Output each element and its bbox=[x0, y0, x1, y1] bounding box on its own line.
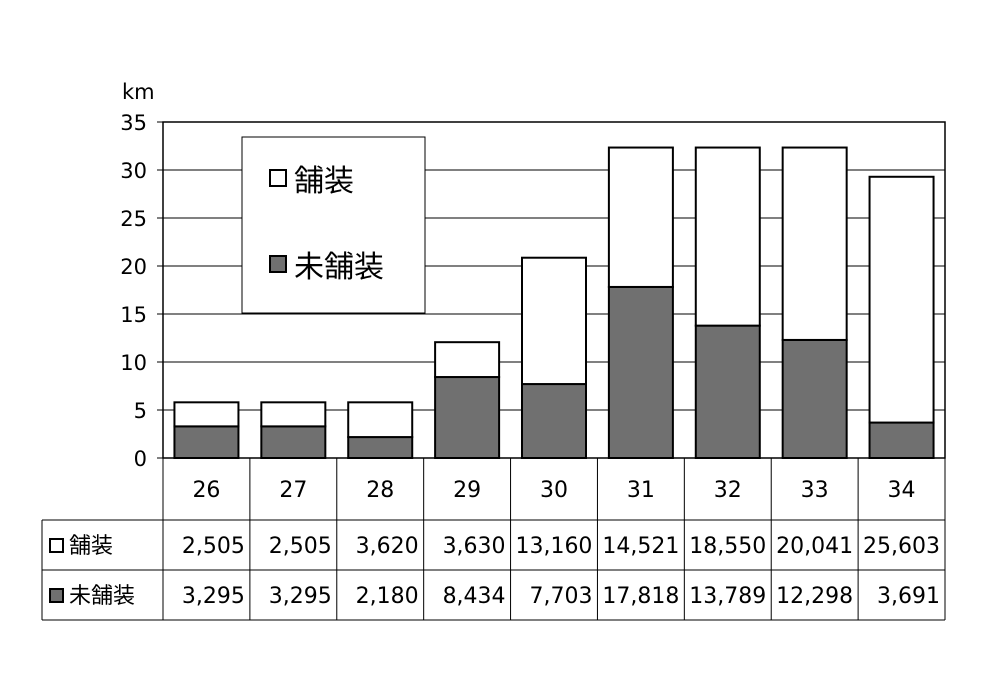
bar-unpaved-34 bbox=[868, 421, 935, 460]
y-tick-label: 20 bbox=[120, 255, 147, 279]
table-cell: 2,180 bbox=[356, 584, 419, 609]
category-label: 27 bbox=[279, 478, 307, 503]
paved-marker-icon bbox=[49, 538, 64, 553]
table-cell: 3,295 bbox=[269, 584, 332, 609]
y-tick-label: 0 bbox=[134, 447, 147, 471]
table-cell: 3,691 bbox=[877, 584, 940, 609]
table-cell: 17,818 bbox=[602, 584, 679, 609]
category-label: 32 bbox=[714, 478, 742, 503]
category-label: 29 bbox=[453, 478, 481, 503]
table-cell: 2,505 bbox=[182, 534, 245, 559]
bar-unpaved-31 bbox=[607, 285, 674, 459]
legend-label: 未舗装 bbox=[294, 250, 384, 285]
bar-unpaved-33 bbox=[781, 338, 848, 460]
bar-paved-30 bbox=[521, 256, 587, 386]
bar-unpaved-26 bbox=[173, 425, 240, 460]
table-cell: 3,620 bbox=[356, 534, 419, 559]
bar-unpaved-27 bbox=[260, 425, 327, 460]
table-cell: 3,630 bbox=[443, 534, 506, 559]
bar-paved-28 bbox=[347, 401, 414, 439]
table-cell: 3,295 bbox=[182, 584, 245, 609]
legend-box bbox=[241, 136, 426, 314]
bar-paved-32 bbox=[694, 146, 761, 327]
legend-label: 舗装 bbox=[294, 164, 354, 199]
y-tick-label: 25 bbox=[120, 207, 147, 231]
y-tick-label: 30 bbox=[120, 159, 147, 183]
category-label: 28 bbox=[366, 478, 394, 503]
table-cell: 18,550 bbox=[689, 534, 766, 559]
table-cell: 12,298 bbox=[776, 584, 853, 609]
bar-unpaved-32 bbox=[694, 324, 761, 460]
legend-paved-swatch-icon bbox=[269, 169, 287, 187]
table-cell: 8,434 bbox=[443, 584, 506, 609]
y-tick-label: 35 bbox=[120, 111, 147, 135]
bar-paved-34 bbox=[868, 175, 935, 424]
table-cell: 13,789 bbox=[689, 584, 766, 609]
bar-unpaved-28 bbox=[347, 436, 414, 459]
category-label: 30 bbox=[540, 478, 568, 503]
table-cell: 13,160 bbox=[515, 534, 592, 559]
bars bbox=[173, 146, 935, 460]
bar-paved-26 bbox=[173, 401, 240, 428]
row-header: 未舗装 bbox=[69, 584, 135, 609]
y-tick-label: 10 bbox=[120, 351, 147, 375]
y-axis-ticks: 0 5 10 15 20 25 30 35 bbox=[120, 111, 163, 471]
category-label: 34 bbox=[888, 478, 916, 503]
table-cell: 7,703 bbox=[529, 584, 592, 609]
bar-unpaved-29 bbox=[434, 376, 501, 459]
y-axis-unit-label: km bbox=[122, 80, 155, 104]
bar-unpaved-30 bbox=[521, 383, 587, 460]
category-label: 26 bbox=[192, 478, 220, 503]
data-table: 26 27 28 29 30 31 32 33 34 舗装 2,505 2,505 3,620 3,630… bbox=[41, 458, 946, 621]
row-header: 舗装 bbox=[69, 534, 113, 559]
table-cell: 25,603 bbox=[863, 534, 940, 559]
bar-paved-29 bbox=[434, 341, 501, 379]
legend-unpaved-swatch-icon bbox=[269, 255, 287, 273]
bar-paved-33 bbox=[781, 146, 848, 341]
category-label: 31 bbox=[627, 478, 655, 503]
bar-paved-27 bbox=[260, 401, 327, 428]
category-label: 33 bbox=[801, 478, 829, 503]
unpaved-marker-icon bbox=[49, 588, 64, 603]
table-cell: 20,041 bbox=[776, 534, 853, 559]
table-cell: 2,505 bbox=[269, 534, 332, 559]
bar-paved-31 bbox=[607, 146, 674, 288]
y-tick-label: 15 bbox=[120, 303, 147, 327]
table-cell: 14,521 bbox=[602, 534, 679, 559]
y-tick-label: 5 bbox=[134, 399, 147, 423]
